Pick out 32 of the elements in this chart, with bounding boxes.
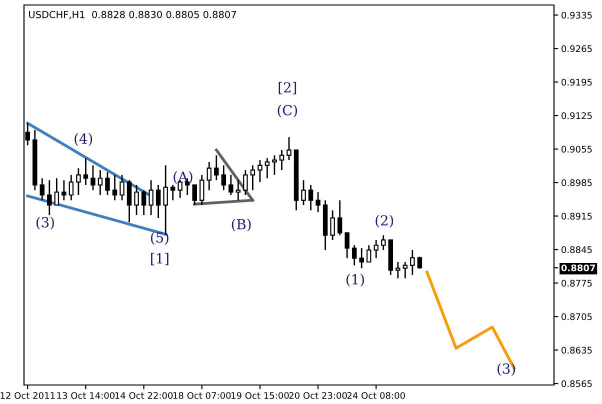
x-tick-label: 24 Oct 08:00 [347,392,405,399]
y-tick-label: 0.9265 [562,45,592,52]
y-tick-label: 0.8845 [562,246,592,254]
y-tick-label: 0.8565 [562,380,592,388]
y-tick-label: 0.9055 [562,146,592,153]
annotation: (3) [498,363,516,376]
y-tick-label: 0.9125 [562,112,592,120]
annotation: (3) [36,216,54,230]
annotation: (1) [346,274,364,286]
x-tick-label: 20 Oct 23:00 [289,392,347,399]
y-tick-label: 0.8705 [562,313,592,320]
text: USDCHF,H1 0.8828 0.8830 0.8805 0.8807 [29,10,236,20]
x-tick-label: 19 Oct 15:00 [232,392,289,399]
annotation: (C) [278,104,298,118]
annotation: (A) [174,171,192,184]
y-tick-label: 0.8635 [562,346,592,354]
y-tick-label: 0.8775 [562,280,592,287]
y-tick-label: 0.8985 [562,179,592,186]
y-tick-label: 0.8807 [561,264,596,272]
y-tick-label: 0.8915 [562,212,592,220]
annotation: (B) [232,218,251,232]
annotation: (5) [150,232,168,245]
x-tick-label: 13 Oct 14:00 [57,392,115,399]
y-tick-label: 0.9335 [562,12,592,19]
annotation: [2] [278,82,296,94]
annotation: [1] [151,252,168,266]
x-tick-label: 14 Oct 22:00 [115,392,173,399]
annotation: (4) [74,133,92,146]
y-tick-label: 0.9195 [562,78,592,86]
x-tick-label: 18 Oct 07:00 [173,392,231,399]
annotation: (2) [376,214,394,228]
x-tick-label: 12 Oct 2011 [0,392,55,399]
